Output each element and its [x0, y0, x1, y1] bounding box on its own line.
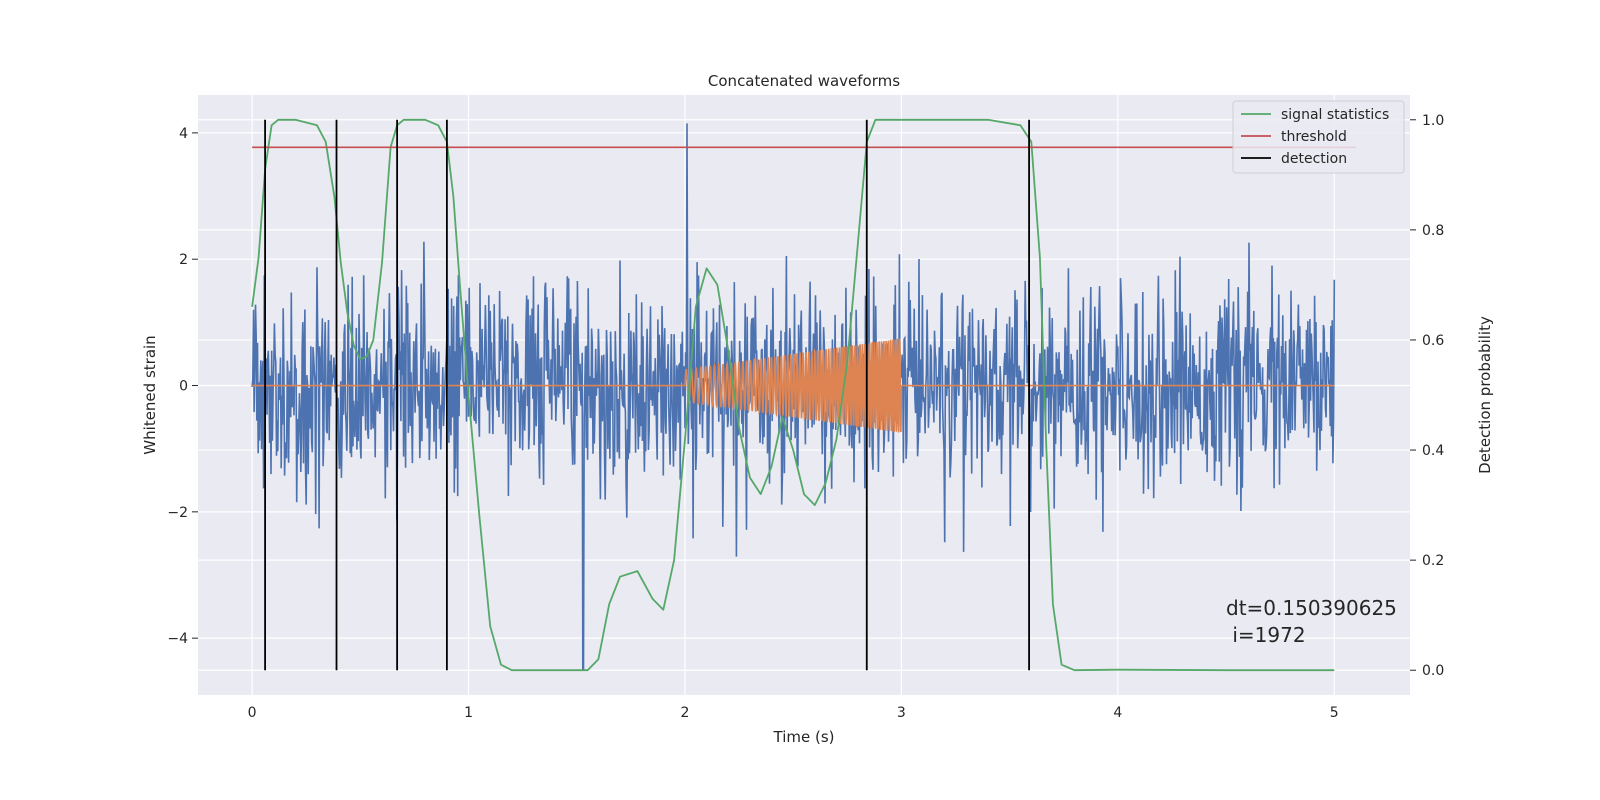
plot-series [251, 118, 1356, 672]
x-tick-label: 4 [1113, 705, 1122, 721]
y-right-tick-label: 0.4 [1422, 443, 1444, 459]
series-detection [264, 119, 1030, 671]
series-injection [252, 338, 1335, 433]
annotation-index: i=1972 [1226, 623, 1306, 647]
chart-title: Concatenated waveforms [708, 72, 900, 90]
x-tick-label: 3 [897, 705, 906, 721]
legend: signal statistics threshold detection [1232, 100, 1405, 174]
axis-ticks: 0 1 2 3 4 5 −4 −2 0 2 4 0.0 0.2 0.4 0.6 0.8 1.0 [167, 113, 1444, 721]
y-tick-label: −4 [167, 631, 188, 647]
y-right-tick-label: 0.6 [1422, 333, 1444, 349]
grid [198, 95, 1410, 695]
y-tick-label: 2 [179, 252, 188, 268]
annotation-dt: dt=0.150390625 [1226, 596, 1397, 620]
series-signal-statistics [251, 118, 1335, 672]
y-tick-label: 4 [179, 126, 188, 142]
legend-label-detection: detection [1281, 151, 1347, 167]
y-right-tick-label: 0.0 [1422, 663, 1444, 679]
y-right-tick-label: 0.2 [1422, 553, 1444, 569]
y-axis-right-label: Detection probability [1476, 316, 1494, 474]
y-right-tick-label: 1.0 [1422, 113, 1444, 129]
y-tick-label: 0 [179, 379, 188, 395]
x-tick-label: 1 [464, 705, 473, 721]
legend-label-threshold: threshold [1281, 129, 1347, 145]
y-right-tick-label: 0.8 [1422, 223, 1444, 239]
series-whitened-strain [251, 123, 1336, 671]
y-axis-label: Whitened strain [141, 335, 159, 454]
x-tick-label: 5 [1330, 705, 1339, 721]
legend-label-signal-statistics: signal statistics [1281, 107, 1389, 123]
x-tick-label: 2 [681, 705, 690, 721]
x-axis-label: Time (s) [773, 728, 835, 746]
y-tick-label: −2 [167, 505, 188, 521]
legend-box [1232, 100, 1405, 174]
x-tick-label: 0 [248, 705, 257, 721]
